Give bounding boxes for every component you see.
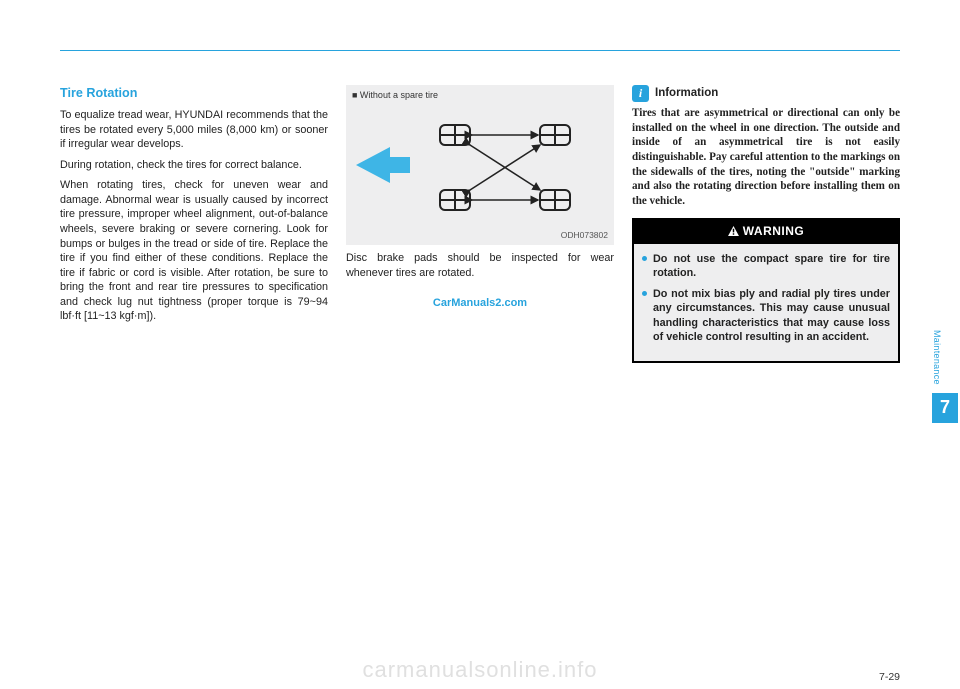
bullet-icon: [642, 256, 647, 261]
tire-rotation-diagram: ■ Without a spare tire ODH073802: [346, 85, 614, 245]
paragraph: When rotating tires, check for uneven we…: [60, 178, 328, 324]
warning-triangle-icon: [728, 226, 739, 236]
diagram-svg: [346, 85, 614, 245]
info-heading-row: i Information: [632, 85, 900, 102]
column-3: i Information Tires that are asymmetrica…: [632, 85, 900, 363]
tire-icon: [440, 190, 470, 210]
column-1: Tire Rotation To equalize tread wear, HY…: [60, 85, 328, 363]
warning-item: Do not use the compact spare tire for ti…: [642, 252, 890, 281]
top-rule: [60, 50, 900, 51]
paragraph: Disc brake pads should be inspected for …: [346, 251, 614, 280]
tire-icon: [540, 190, 570, 210]
warning-header-text: WARNING: [743, 224, 805, 238]
tire-icon: [540, 125, 570, 145]
manual-page: Tire Rotation To equalize tread wear, HY…: [60, 50, 900, 659]
warning-item-text: Do not mix bias ply and radial ply tires…: [653, 287, 890, 345]
watermark-bottom: carmanualsonline.info: [362, 657, 597, 683]
page-number: 7-29: [879, 671, 900, 683]
chapter-number: 7: [940, 397, 950, 418]
paragraph: To equalize tread wear, HYUNDAI recommen…: [60, 108, 328, 152]
warning-header: WARNING: [634, 220, 898, 243]
warning-item-text: Do not use the compact spare tire for ti…: [653, 252, 890, 281]
warning-box: WARNING Do not use the compact spare tir…: [632, 218, 900, 363]
direction-arrow-icon: [356, 147, 410, 183]
info-body: Tires that are asymmetrical or direction…: [632, 106, 900, 208]
section-title: Tire Rotation: [60, 85, 328, 102]
warning-body: Do not use the compact spare tire for ti…: [634, 244, 898, 361]
paragraph: During rotation, check the tires for cor…: [60, 158, 328, 173]
chapter-side-tab: Maintenance 7: [932, 330, 958, 423]
chapter-label: Maintenance: [932, 330, 942, 385]
chapter-number-box: 7: [932, 393, 958, 423]
column-2: ■ Without a spare tire ODH073802: [346, 85, 614, 363]
warning-item: Do not mix bias ply and radial ply tires…: [642, 287, 890, 345]
info-title: Information: [655, 86, 718, 102]
info-icon-glyph: i: [639, 85, 642, 101]
info-icon: i: [632, 85, 649, 102]
content-columns: Tire Rotation To equalize tread wear, HY…: [60, 85, 900, 363]
tire-icon: [440, 125, 470, 145]
bullet-icon: [642, 291, 647, 296]
watermark-mid: CarManuals2.com: [433, 297, 527, 309]
